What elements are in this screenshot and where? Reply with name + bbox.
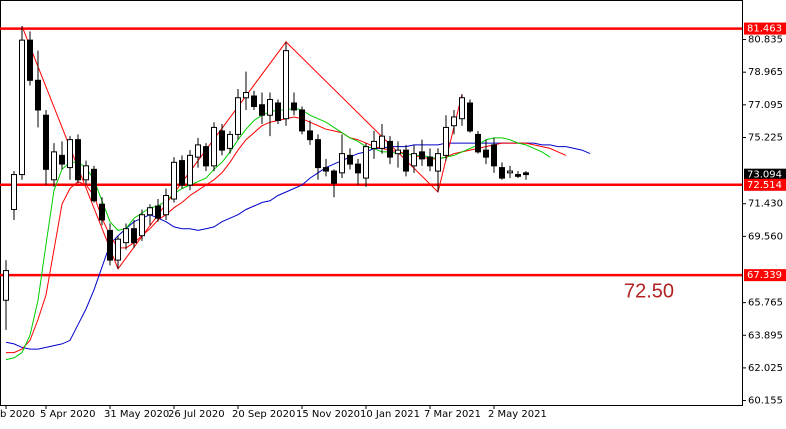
candle-body xyxy=(283,50,289,120)
candle-body xyxy=(499,167,505,179)
candle-body xyxy=(403,149,409,172)
x-tick-label: 20 Sep 2020 xyxy=(232,409,295,420)
candle-body xyxy=(83,165,89,181)
candle-body xyxy=(163,195,169,216)
candle-body xyxy=(291,102,297,111)
candle-body xyxy=(355,163,361,174)
candle-body xyxy=(75,139,81,181)
candle-body xyxy=(475,133,481,153)
candle-body xyxy=(171,161,177,200)
candle-body xyxy=(99,203,105,221)
candle-body xyxy=(459,97,465,120)
candle-body xyxy=(219,130,225,151)
candle-body xyxy=(91,168,97,202)
candle-body xyxy=(483,149,489,158)
candle-body xyxy=(299,109,305,132)
candle-body xyxy=(43,114,49,170)
x-tick-label: 7 Mar 2021 xyxy=(424,409,481,420)
x-tick-label: 10 Jan 2021 xyxy=(360,409,420,420)
candle-body xyxy=(443,126,449,156)
candle-body xyxy=(323,167,329,172)
candle-body xyxy=(267,99,273,116)
indicator-line xyxy=(5,142,591,350)
level-label: 81.463 xyxy=(747,24,782,35)
x-tick-label: 31 May 2020 xyxy=(104,409,169,420)
candle-body xyxy=(251,95,257,107)
candle-body xyxy=(155,205,161,219)
candle-body xyxy=(59,154,65,165)
candle-body xyxy=(131,228,137,244)
candle-body xyxy=(139,214,145,237)
y-tick-label: 63.895 xyxy=(748,330,783,341)
candle-body xyxy=(115,238,121,261)
level-label: 67.339 xyxy=(747,270,782,281)
candle-body xyxy=(3,270,9,301)
plot-area xyxy=(0,26,742,361)
y-tick-label: 62.025 xyxy=(748,363,783,374)
candle-body xyxy=(371,140,377,149)
candle-body xyxy=(123,228,129,244)
candle-body xyxy=(363,146,369,179)
candle-body xyxy=(411,153,417,167)
candle-body xyxy=(331,170,337,184)
candle-body xyxy=(107,229,113,261)
candle-body xyxy=(259,104,265,116)
y-tick-label: 75.225 xyxy=(748,132,783,143)
y-tick-label: 60.155 xyxy=(748,396,783,407)
candle-body xyxy=(347,154,353,165)
last-price-label: 73.094 xyxy=(747,170,782,181)
x-tick-label: 5 Apr 2020 xyxy=(40,409,95,420)
y-tick-label: 77.095 xyxy=(748,100,783,111)
candle-body xyxy=(507,170,513,174)
candle-body xyxy=(67,139,73,169)
candle-body xyxy=(451,116,457,127)
candle-body xyxy=(243,92,249,99)
last-price-box xyxy=(744,168,786,181)
y-tick-label: 71.430 xyxy=(748,199,783,210)
y-tick-label: 65.765 xyxy=(748,298,783,309)
candle-body xyxy=(339,153,345,174)
candle-body xyxy=(515,174,521,177)
candle-body xyxy=(147,207,153,216)
candle-body xyxy=(379,135,385,149)
candle-body xyxy=(27,39,33,81)
level-label: 72.514 xyxy=(747,180,782,191)
y-tick-label: 80.835 xyxy=(748,35,783,46)
level-box xyxy=(744,178,786,191)
candle-body xyxy=(387,140,393,158)
candle-body xyxy=(435,153,441,172)
candle-body xyxy=(235,97,241,135)
candle-body xyxy=(523,172,529,176)
candle-body xyxy=(491,144,497,167)
candle-body xyxy=(211,126,217,167)
y-tick-label: 78.965 xyxy=(748,67,783,78)
candle-body xyxy=(467,102,473,132)
level-box xyxy=(744,22,786,35)
candle-body xyxy=(227,133,233,149)
candle-body xyxy=(11,174,17,210)
candle-body xyxy=(419,151,425,160)
annotation: 72.50 xyxy=(624,280,674,302)
level-box xyxy=(744,269,786,282)
candle-body xyxy=(275,102,281,121)
candle-body xyxy=(307,130,313,141)
candle-body xyxy=(395,149,401,155)
x-tick-label: 26 Jul 2020 xyxy=(168,409,225,420)
candle-body xyxy=(179,160,185,186)
candle-body xyxy=(187,154,193,186)
candle-body xyxy=(35,79,41,111)
candle-body xyxy=(203,146,209,167)
y-tick-label: 69.560 xyxy=(748,231,783,242)
candle-body xyxy=(427,156,433,167)
candle-body xyxy=(51,151,57,181)
plot-frame xyxy=(0,0,743,406)
candle-body xyxy=(19,39,25,176)
candle-body xyxy=(315,139,321,169)
x-tick-label: 15 Nov 2020 xyxy=(296,409,360,420)
x-tick-label: b 2020 xyxy=(0,409,35,420)
x-tick-label: 2 May 2021 xyxy=(488,409,547,420)
candle-body xyxy=(195,144,201,158)
